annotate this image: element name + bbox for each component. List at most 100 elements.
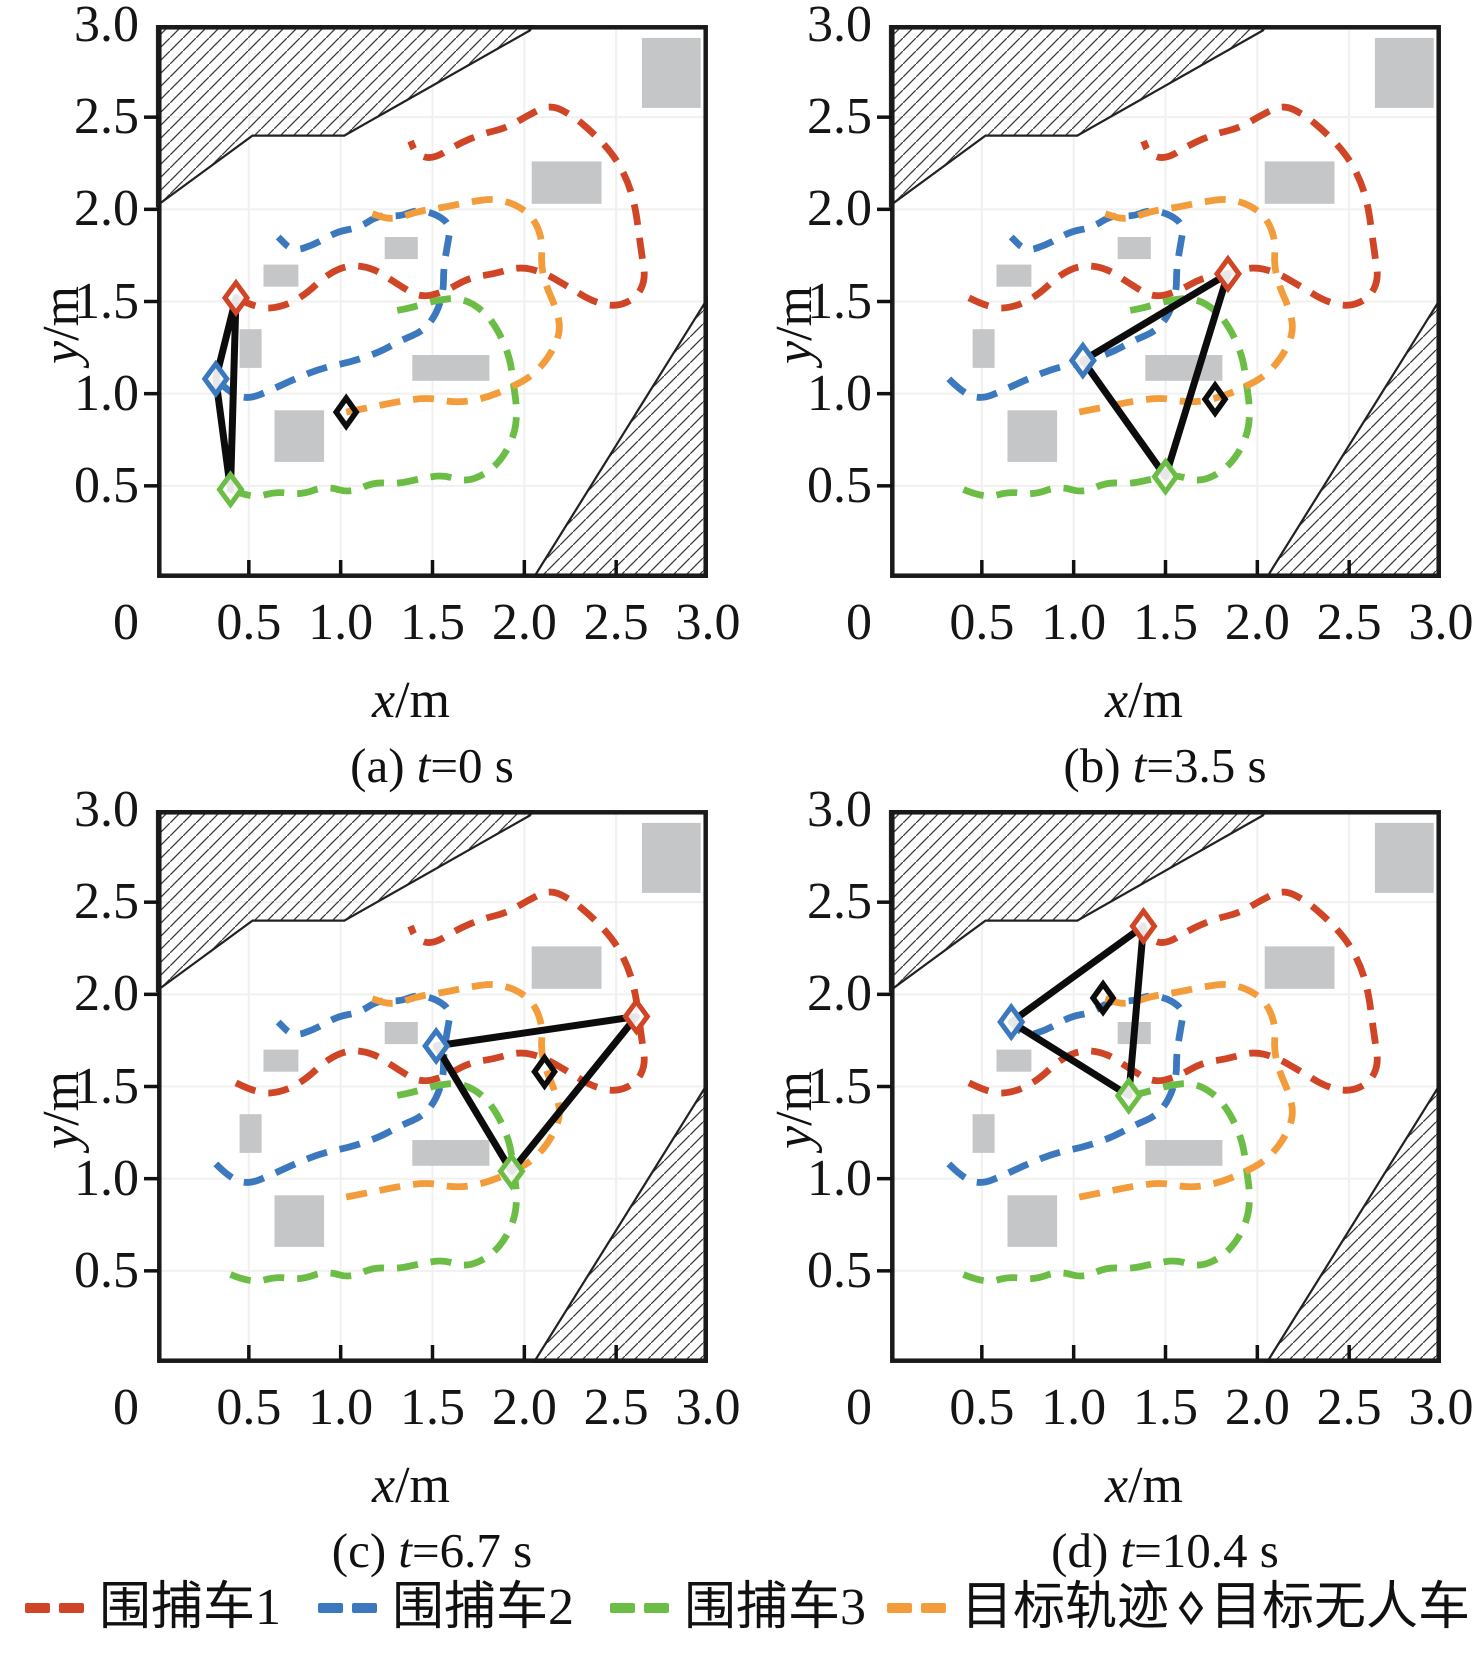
dashed-line-icon <box>25 1603 93 1613</box>
gray-obstacle <box>531 161 602 204</box>
trajectory-pursuer-3 <box>229 1080 520 1285</box>
pursuer-2-marker <box>1068 341 1097 380</box>
caption-b-time: =3.5 s <box>1146 738 1267 793</box>
trajectory-pursuer-1 <box>234 103 648 312</box>
trajectory-pursuer-3 <box>229 295 520 500</box>
x-tick-label: 0.5 <box>216 594 282 651</box>
gray-obstacle <box>239 329 262 368</box>
plot-area-b <box>877 25 1441 578</box>
gray-obstacle <box>263 1049 299 1072</box>
x-axis-label-a: x/m <box>372 675 450 727</box>
x-tick-label: 2.5 <box>583 1379 649 1436</box>
x-axis-unit: /m <box>1128 672 1183 729</box>
x-tick-label: 0 <box>113 1379 139 1436</box>
trajectory-target <box>345 196 563 416</box>
y-tick-label: 1.0 <box>807 364 872 422</box>
caption-a-index: (a) <box>350 738 417 793</box>
pursuer-2-marker <box>422 1026 451 1066</box>
x-tick-label: 0.5 <box>949 594 1015 651</box>
hatched-obstacle-bottom-right <box>1265 1080 1441 1363</box>
target-vehicle-marker <box>1089 979 1117 1017</box>
legend-label: 围捕车1 <box>99 1579 282 1636</box>
y-tick-label: 2.5 <box>807 873 872 931</box>
pursuer-1-marker <box>622 997 651 1036</box>
pursuer-2-marker <box>201 359 230 399</box>
y-tick-label: 2.5 <box>74 88 139 146</box>
dash <box>921 1603 946 1613</box>
dash <box>352 1603 377 1613</box>
gray-obstacle <box>996 1049 1032 1072</box>
trajectory-target <box>345 981 563 1201</box>
x-tick-label: 0 <box>846 1379 872 1436</box>
x-axis-var: x <box>372 1457 396 1514</box>
y-tick-label: 1.5 <box>74 272 139 330</box>
gray-obstacle <box>274 410 325 462</box>
trajectory-pursuer-2 <box>213 207 453 401</box>
x-tick-label: 1.5 <box>1133 1379 1198 1436</box>
plot-border <box>157 810 708 1363</box>
legend-item-pursuer-1: 围捕车1 <box>25 1578 281 1638</box>
hatched-obstacle-top-left <box>888 810 1268 993</box>
gray-obstacle <box>1007 410 1058 462</box>
gray-obstacle <box>274 1195 325 1247</box>
x-tick-label: 1.5 <box>400 1379 465 1436</box>
gray-obstacle <box>412 355 490 381</box>
gray-obstacle <box>531 946 602 989</box>
y-tick-label: 2.5 <box>807 88 872 146</box>
gray-obstacle <box>412 1140 490 1166</box>
caption-b: (b) t=3.5 s <box>965 740 1365 792</box>
dash <box>610 1603 635 1613</box>
caption-a-t: t <box>416 738 431 793</box>
dash <box>887 1603 912 1613</box>
y-tick-label: 0.5 <box>74 1241 139 1299</box>
legend-item-pursuer-3: 围捕车3 <box>610 1578 866 1638</box>
trajectory-pursuer-2 <box>946 207 1186 401</box>
gray-obstacle <box>972 329 995 368</box>
x-tick-label: 1.0 <box>308 1379 374 1436</box>
caption-d-index: (d) <box>1051 1523 1121 1578</box>
pursuer-3-marker <box>497 1152 526 1191</box>
plot-border <box>890 25 1441 578</box>
y-tick-label: 3.0 <box>74 0 139 53</box>
x-axis-unit: /m <box>395 1457 450 1514</box>
x-tick-label: 3.0 <box>675 594 741 651</box>
hatched-obstacle-top-left <box>155 25 535 208</box>
caption-d-time: =10.4 s <box>1134 1523 1279 1578</box>
gray-obstacle <box>641 37 701 108</box>
gray-obstacle <box>384 237 418 260</box>
x-axis-label-d: x/m <box>1105 1460 1183 1512</box>
legend-item-pursuer-2: 围捕车2 <box>318 1578 574 1638</box>
trajectory-pursuer-1 <box>234 888 648 1097</box>
hatched-obstacle-bottom-right <box>532 1080 708 1363</box>
y-tick-label: 2.0 <box>74 180 139 238</box>
trajectory-pursuer-1 <box>967 888 1381 1097</box>
x-tick-label: 2.5 <box>1316 594 1382 651</box>
trajectory-pursuer-3 <box>962 1080 1253 1285</box>
x-tick-label: 2.0 <box>491 1379 557 1436</box>
legend-label: 围捕车2 <box>392 1579 575 1636</box>
x-axis-var: x <box>372 672 396 729</box>
gray-obstacle <box>1264 161 1335 204</box>
y-tick-label: 3.0 <box>807 0 872 53</box>
y-tick-label: 2.0 <box>807 180 872 238</box>
legend-label: 目标无人车 <box>1210 1579 1471 1636</box>
y-axis-var: y <box>766 340 823 364</box>
dashed-line-icon <box>887 1603 955 1613</box>
diamond-icon <box>1178 1590 1204 1626</box>
y-axis-var: y <box>33 1125 90 1149</box>
formation-triangle <box>212 294 240 493</box>
formation-triangle <box>432 1013 640 1175</box>
trajectory-pursuer-2 <box>213 992 453 1186</box>
caption-b-t: t <box>1132 738 1147 793</box>
caption-c-t: t <box>398 1523 413 1578</box>
gray-obstacle <box>263 264 299 287</box>
hatched-obstacle-top-left <box>155 810 535 993</box>
y-tick-label: 1.5 <box>807 272 872 330</box>
pursuer-2-marker <box>997 1002 1026 1042</box>
x-tick-label: 1.0 <box>1041 1379 1107 1436</box>
y-tick-label: 0.5 <box>74 456 139 514</box>
x-axis-var: x <box>1105 1457 1129 1514</box>
trajectory-target <box>1078 981 1296 1201</box>
caption-c-time: =6.7 s <box>412 1523 533 1578</box>
x-tick-label: 2.5 <box>1316 1379 1382 1436</box>
